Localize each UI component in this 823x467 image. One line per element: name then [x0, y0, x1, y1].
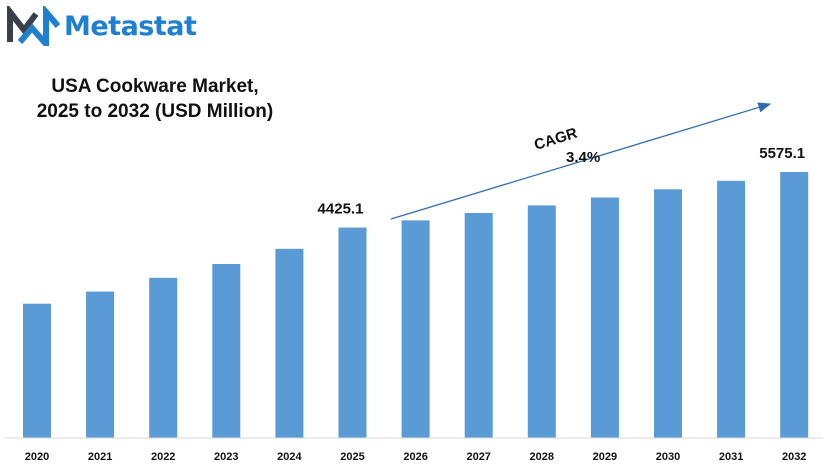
x-tick-label-2022: 2022 — [151, 451, 175, 463]
bar-2028 — [527, 205, 556, 438]
bar-2031 — [717, 180, 746, 439]
x-tick-label-2023: 2023 — [214, 451, 238, 463]
bars-group — [23, 172, 809, 439]
x-tick-label-2024: 2024 — [277, 451, 302, 463]
bar-2021 — [86, 291, 115, 438]
x-tick-label-2027: 2027 — [466, 451, 490, 463]
bar-2032 — [780, 172, 809, 438]
chart-title-line-2: 2025 to 2032 (USD Million) — [36, 101, 274, 122]
brand-logo: Metastat — [6, 6, 197, 46]
x-tick-label-2031: 2031 — [719, 451, 743, 463]
bar-2024 — [275, 248, 304, 438]
x-tick-label-2026: 2026 — [403, 451, 427, 463]
chart-title-line-1: USA Cookware Market, — [51, 76, 259, 97]
metastat-logo-icon — [7, 6, 61, 46]
bar-2029 — [590, 197, 619, 438]
bar-2030 — [654, 189, 682, 438]
bar-2022 — [149, 277, 178, 438]
data-labels-group: 4425.1 5575.1 — [318, 145, 806, 218]
x-tick-label-2030: 2030 — [656, 451, 680, 463]
cagr-arrow — [390, 102, 772, 220]
x-tick-label-2020: 2020 — [25, 451, 49, 463]
cagr-value: 3.4% — [566, 149, 600, 166]
x-tick-label-2021: 2021 — [88, 451, 112, 463]
bar-2025 — [338, 227, 367, 438]
x-tick-label-2025: 2025 — [340, 451, 364, 463]
x-tick-labels: 2020 2021 2022 2023 2024 2025 2026 2027 2028 2029… — [25, 451, 807, 463]
x-tick-label-2028: 2028 — [530, 451, 554, 463]
bar-2020 — [23, 303, 51, 438]
bar-2026 — [401, 220, 430, 438]
x-tick-label-2032: 2032 — [782, 451, 806, 463]
bar-2023 — [212, 264, 241, 438]
bar-2027 — [464, 213, 493, 438]
data-label-2032: 5575.1 — [759, 145, 805, 162]
cagr-annotation: CAGR 3.4% — [390, 102, 772, 220]
chart-title: USA Cookware Market, 2025 to 2032 (USD M… — [10, 74, 300, 124]
x-tick-label-2029: 2029 — [593, 451, 617, 463]
brand-name: Metastat — [64, 10, 197, 42]
data-label-2025: 4425.1 — [318, 201, 364, 218]
